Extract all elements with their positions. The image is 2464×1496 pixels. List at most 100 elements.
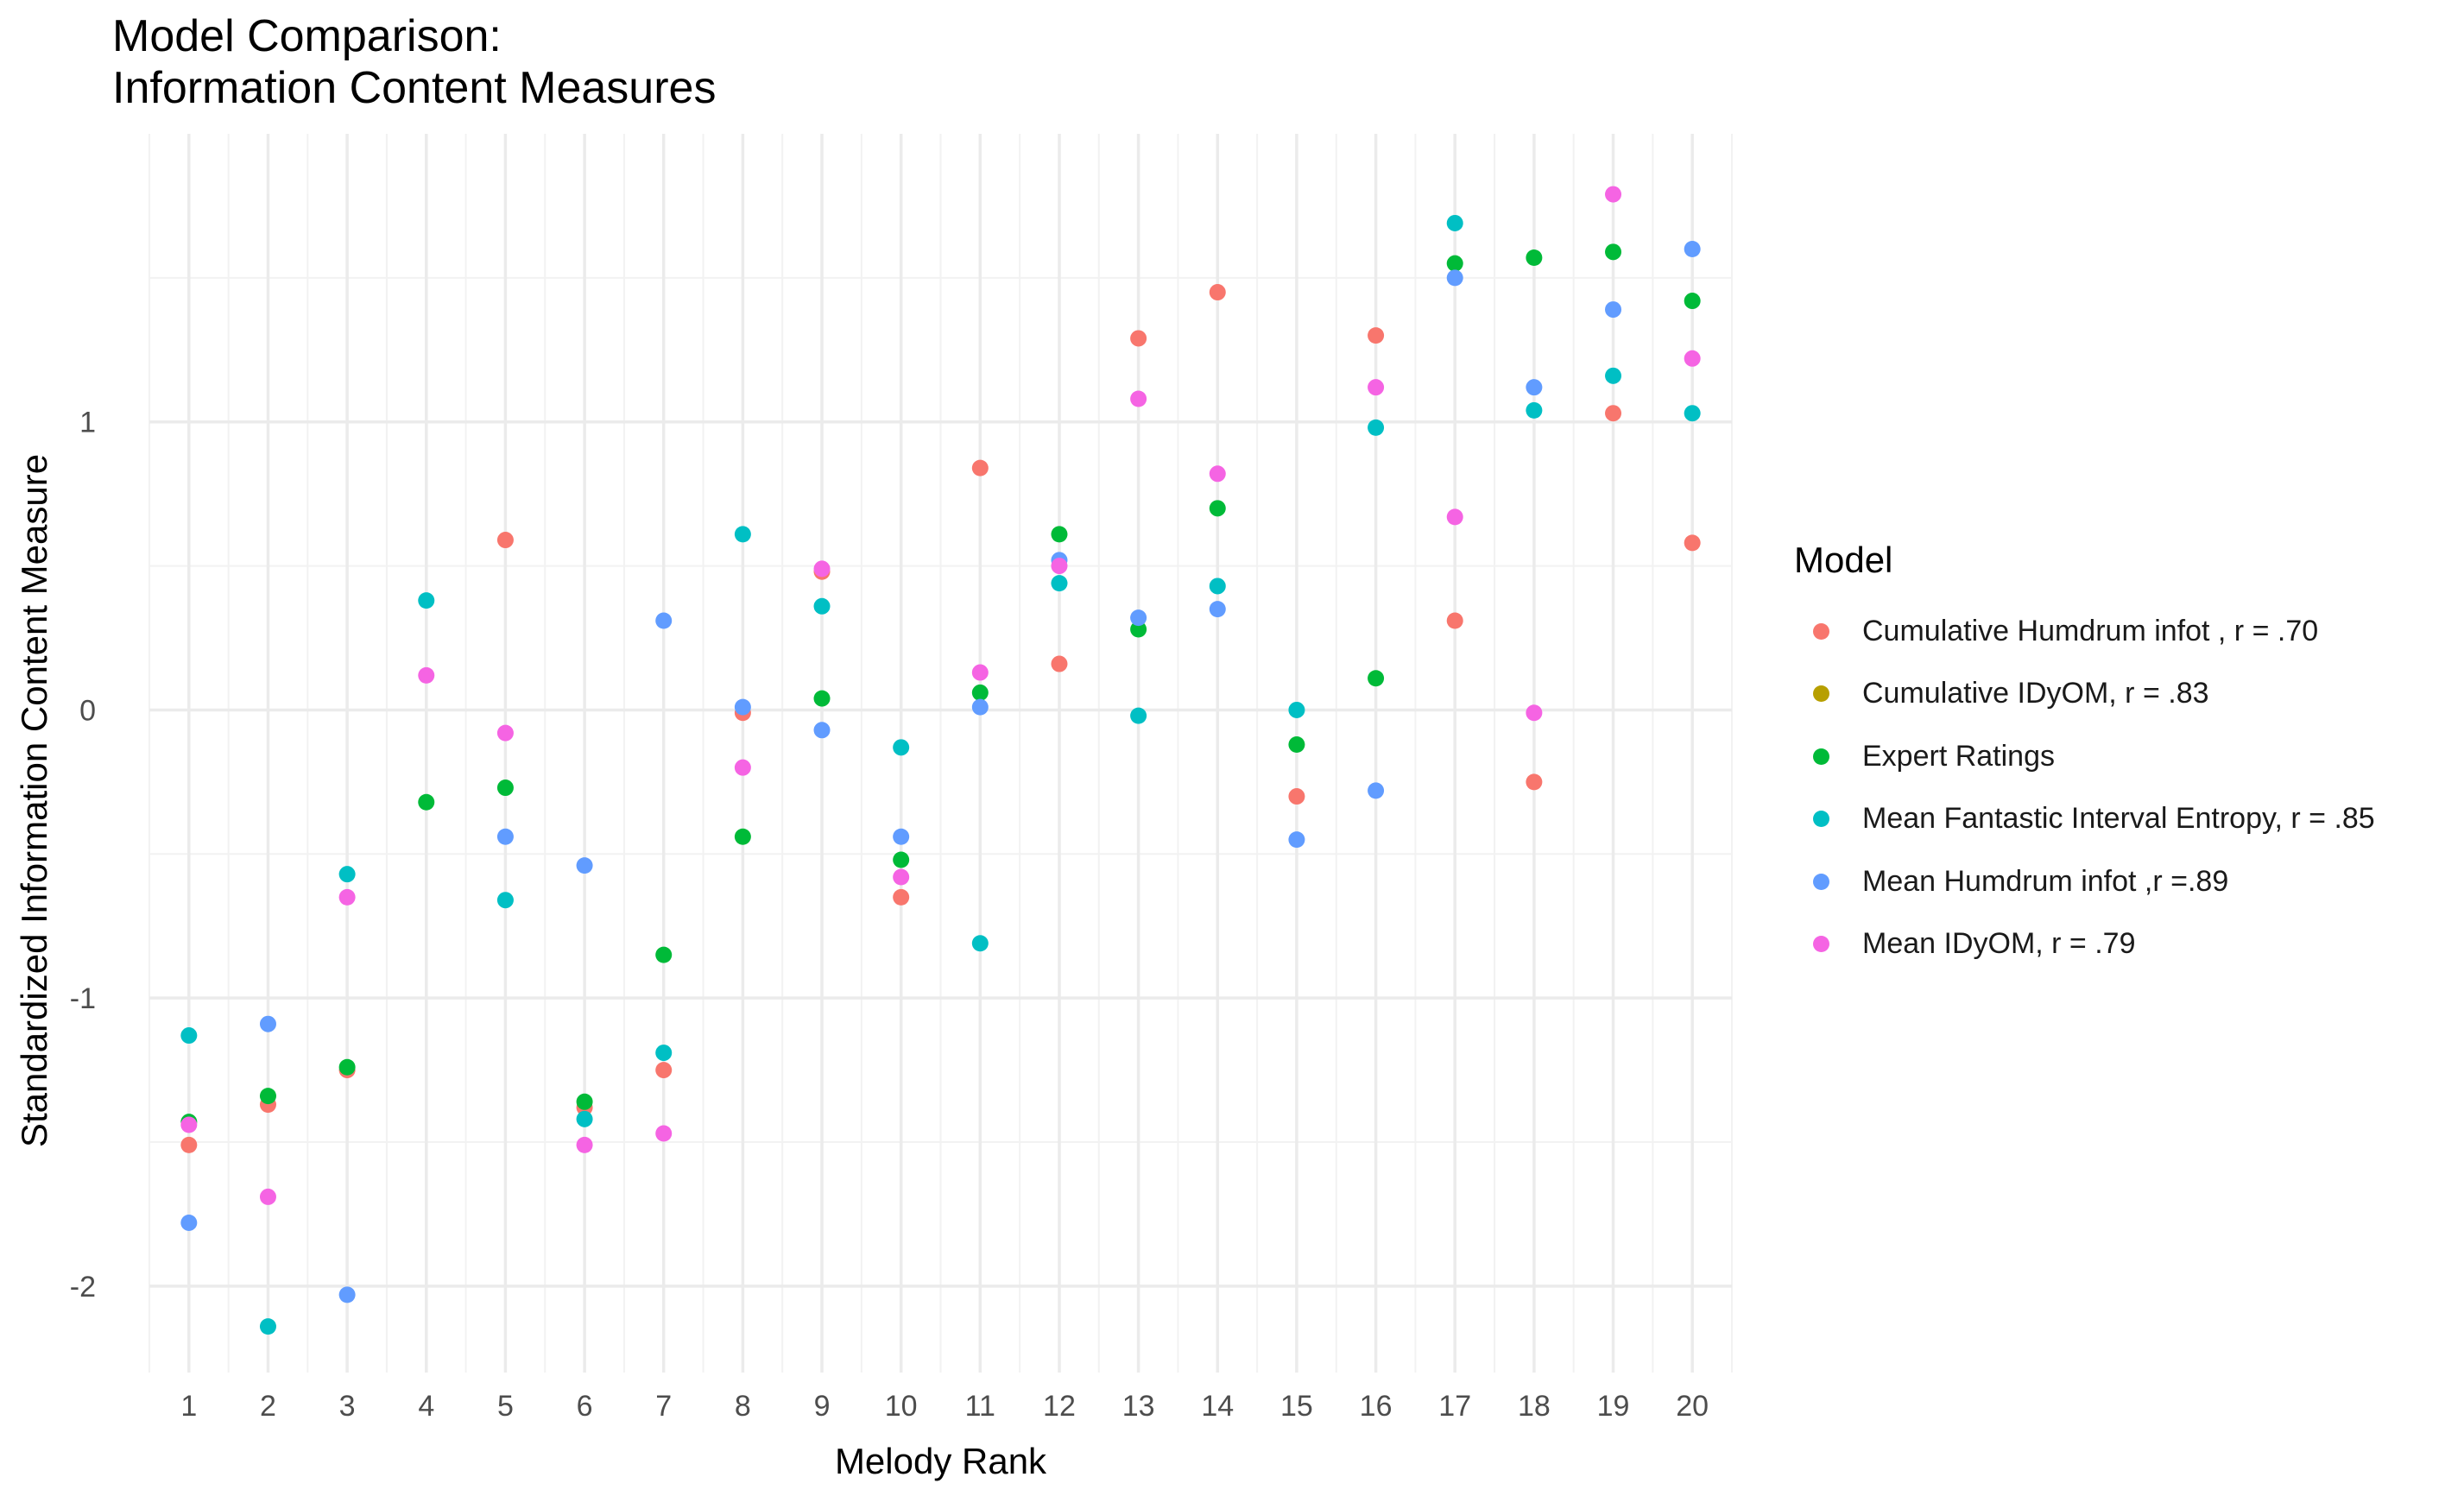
data-point [338,1286,356,1303]
data-point [655,1045,673,1062]
data-point [1684,350,1701,367]
data-point [1605,186,1622,203]
legend-key [1813,685,1829,703]
data-point [1209,465,1226,483]
data-point [259,1088,276,1105]
x-tick-label: 19 [1597,1390,1630,1423]
data-point [971,664,989,681]
legend-key [1813,622,1829,640]
data-point [496,532,514,549]
data-point [893,851,910,868]
data-point [1526,379,1543,396]
major-gridlines [149,134,1732,1373]
y-axis-label: Standardized Information Content Measure [14,454,54,1147]
data-point [1526,773,1543,791]
data-point [1368,379,1385,396]
legend-item: Mean IDyOM, r = .79 [1794,913,2375,976]
legend-item: Mean Humdrum infot ,r =.89 [1794,850,2375,913]
data-point [1209,500,1226,517]
data-point [1368,419,1385,436]
data-point [1446,508,1463,526]
legend-item: Mean Fantastic Interval Entropy, r = .85 [1794,788,2375,851]
legend-key [1813,748,1829,765]
x-tick-label: 4 [418,1390,434,1423]
data-point [418,666,435,684]
data-points [180,186,1701,1335]
data-point [1446,269,1463,287]
data-point [1130,707,1147,724]
data-point [418,793,435,811]
data-point [1526,704,1543,722]
data-point [1368,782,1385,799]
legend-label: Mean IDyOM, r = .79 [1862,927,2136,961]
x-tick-label: 13 [1122,1390,1155,1423]
chart-title-line-2: Information Content Measures [112,63,717,113]
x-tick-label: 16 [1360,1390,1393,1423]
data-point [1605,243,1622,261]
x-tick-label: 7 [655,1390,672,1423]
x-axis-label: Melody Rank [835,1441,1047,1481]
x-tick-label: 18 [1518,1390,1551,1423]
data-point [576,1136,593,1153]
x-tick-label: 8 [735,1390,751,1423]
data-point [1051,655,1068,672]
y-axis-ticks: -2 -1 0 1 [70,407,96,1303]
x-tick-label: 9 [814,1390,831,1423]
data-point [496,892,514,909]
data-point [259,1015,276,1032]
legend-label: Cumulative IDyOM, r = .83 [1862,677,2209,710]
legend-label: Mean Humdrum infot ,r =.89 [1862,864,2229,898]
legend-label: Mean Fantastic Interval Entropy, r = .85 [1862,802,2375,836]
data-point [893,868,910,886]
data-point [893,828,910,845]
data-point [1526,249,1543,266]
x-tick-label: 10 [885,1390,918,1423]
data-point [1288,735,1305,753]
y-tick-label: -1 [70,982,96,1015]
data-point [1209,284,1226,301]
data-point [1051,575,1068,592]
data-point [418,592,435,609]
data-point [813,722,831,739]
data-point [1446,255,1463,272]
legend: Model Cumulative Humdrum infot , r = .70… [1794,540,2375,975]
x-tick-label: 15 [1280,1390,1313,1423]
data-point [1605,367,1622,384]
data-point [813,690,831,707]
data-point [1605,405,1622,422]
data-point [893,739,910,756]
data-point [971,459,989,477]
data-point [734,698,751,716]
x-tick-label: 17 [1438,1390,1471,1423]
data-point [496,780,514,797]
data-point [1368,327,1385,344]
legend-key [1813,811,1829,828]
data-point [576,857,593,874]
data-point [259,1318,276,1335]
data-point [338,888,356,906]
data-point [576,1093,593,1110]
x-tick-label: 12 [1043,1390,1076,1423]
data-point [655,1062,673,1079]
legend-label: Expert Ratings [1862,739,2055,773]
legend-key [1813,936,1829,953]
legend-item: Cumulative IDyOM, r = .83 [1794,663,2375,726]
data-point [1130,609,1147,627]
data-point [496,828,514,845]
minor-gridlines [148,134,1733,1373]
data-point [971,698,989,716]
data-point [971,684,989,701]
data-point [576,1110,593,1127]
data-point [655,1125,673,1142]
data-point [180,1214,198,1231]
data-point [1368,670,1385,687]
data-point [1130,390,1147,407]
data-point [1051,558,1068,575]
y-tick-label: 0 [79,694,96,727]
data-point [180,1116,198,1133]
legend-label: Cumulative Humdrum infot , r = .70 [1862,614,2319,647]
data-point [1288,788,1305,805]
data-point [1605,301,1622,319]
data-point [338,866,356,883]
